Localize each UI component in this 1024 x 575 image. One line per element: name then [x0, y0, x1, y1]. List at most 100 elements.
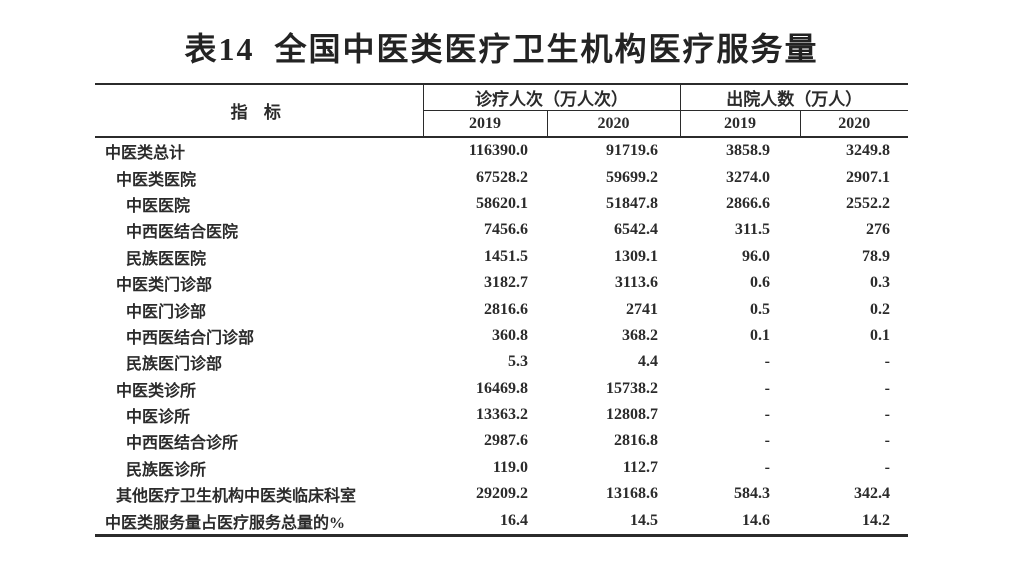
value-cell-visits-2019: 5.3 [508, 353, 528, 371]
value-cell-visits-2020: 13168.6 [606, 485, 658, 503]
table-row: 其他医疗卫生机构中医类临床科室 29209.2 13168.6 584.3 34… [95, 481, 908, 507]
value-cell-discharges-2019: 14.6 [742, 511, 770, 529]
value-cell-discharges-2019: 3858.9 [726, 142, 770, 160]
indicator-cell: 中医类诊所 [116, 382, 197, 400]
table-row: 中医门诊部 2816.6 2741 0.5 0.2 [95, 296, 908, 322]
value-cell-visits-2019: 58620.1 [476, 194, 528, 212]
value-cell-discharges-2020: 0.1 [870, 326, 890, 344]
value-cell-visits-2019: 116390.0 [468, 142, 528, 160]
indicator-cell: 中医诊所 [126, 409, 191, 427]
tcm-services-table: 指 标 诊疗人次（万人次） 出院人数（万人） 2019 2020 2019 20… [95, 83, 908, 537]
value-cell-visits-2019: 16.4 [500, 511, 528, 529]
indicator-cell: 中西医结合门诊部 [126, 329, 255, 347]
value-cell-visits-2020: 12808.7 [606, 406, 658, 424]
value-cell-discharges-2019: 96.0 [742, 247, 770, 265]
value-cell-discharges-2019: 3274.0 [726, 168, 770, 186]
table-body: 中医类总计 116390.0 91719.6 3858.9 3249.8 中医类… [95, 137, 908, 535]
value-cell-discharges-2020: 0.2 [870, 300, 890, 318]
group-header-row: 指 标 诊疗人次（万人次） 出院人数（万人） [95, 84, 908, 138]
table-title: 表14 全国中医类医疗卫生机构医疗服务量 [184, 31, 819, 67]
value-cell-visits-2019: 67528.2 [476, 168, 528, 186]
table-row: 中医类门诊部 3182.7 3113.6 0.6 0.3 [95, 270, 908, 296]
value-cell-discharges-2020: 0.3 [870, 274, 890, 292]
value-cell-discharges-2019: - [764, 353, 770, 371]
indicator-cell: 中医类服务量占医疗服务总量的% [105, 514, 346, 532]
group-header-discharges: 出院人数（万人） [680, 84, 908, 111]
value-cell-visits-2019: 2816.6 [484, 300, 528, 318]
value-cell-discharges-2020: - [884, 432, 890, 450]
indicator-cell: 中医类医院 [116, 171, 197, 189]
value-cell-discharges-2019: - [764, 379, 770, 397]
value-cell-discharges-2019: 0.1 [750, 326, 770, 344]
value-cell-discharges-2019: 311.5 [734, 221, 770, 239]
value-cell-visits-2020: 4.4 [638, 353, 658, 371]
year-header-visits-2020: 2020 [547, 110, 681, 138]
table-row: 中西医结合诊所 2987.6 2816.8 - - [95, 428, 908, 454]
indicator-cell: 民族医医院 [126, 250, 207, 268]
value-cell-discharges-2020: - [884, 458, 890, 476]
value-cell-visits-2020: 3113.6 [614, 274, 658, 292]
value-cell-discharges-2020: 2907.1 [846, 168, 890, 186]
value-cell-discharges-2019: - [764, 406, 770, 424]
indicator-cell: 中医类总计 [105, 145, 186, 163]
value-cell-discharges-2019: 0.6 [750, 274, 770, 292]
value-cell-visits-2020: 91719.6 [606, 142, 658, 160]
value-cell-visits-2019: 360.8 [492, 326, 528, 344]
indicator-cell: 中医类门诊部 [116, 277, 213, 295]
table-row: 民族医门诊部 5.3 4.4 - - [95, 349, 908, 375]
value-cell-visits-2020: 2816.8 [614, 432, 658, 450]
table-row: 中医类服务量占医疗服务总量的% 16.4 14.5 14.6 14.2 [95, 507, 908, 535]
value-cell-discharges-2020: 14.2 [862, 511, 890, 529]
indicator-cell: 中医医院 [126, 197, 191, 215]
table-row: 民族医医院 1451.5 1309.1 96.0 78.9 [95, 244, 908, 270]
value-cell-visits-2019: 1451.5 [484, 247, 528, 265]
value-cell-visits-2019: 13363.2 [476, 406, 528, 424]
value-cell-discharges-2020: 342.4 [854, 485, 890, 503]
year-header-row: 2019 2020 2019 2020 [95, 110, 908, 138]
indicator-cell: 其他医疗卫生机构中医类临床科室 [116, 488, 357, 506]
table-row: 中医类诊所 16469.8 15738.2 - - [95, 376, 908, 402]
value-cell-discharges-2019: - [764, 458, 770, 476]
indicator-cell: 中医门诊部 [126, 303, 207, 321]
value-cell-discharges-2020: 3249.8 [846, 142, 890, 160]
year-header-discharges-2020: 2020 [800, 110, 908, 138]
value-cell-visits-2020: 2741 [626, 300, 658, 318]
value-cell-discharges-2019: 0.5 [750, 300, 770, 318]
value-cell-visits-2020: 112.7 [622, 458, 658, 476]
indicator-cell: 民族医门诊部 [126, 356, 223, 374]
indicator-cell: 民族医诊所 [126, 461, 207, 479]
value-cell-visits-2020: 6542.4 [614, 221, 658, 239]
value-cell-discharges-2020: 2552.2 [846, 194, 890, 212]
document-page: 表14 全国中医类医疗卫生机构医疗服务量 指 标 诊疗人次（万人次） 出院人数（… [95, 0, 908, 537]
indicator-cell: 中西医结合医院 [126, 224, 239, 242]
group-header-visits: 诊疗人次（万人次） [423, 84, 681, 111]
table-row: 中医诊所 13363.2 12808.7 - - [95, 402, 908, 428]
value-cell-visits-2019: 3182.7 [484, 274, 528, 292]
value-cell-visits-2019: 119.0 [492, 458, 528, 476]
value-cell-discharges-2020: - [884, 406, 890, 424]
indicator-column-header: 指 标 [95, 84, 424, 138]
value-cell-discharges-2020: 78.9 [862, 247, 890, 265]
value-cell-discharges-2019: 584.3 [734, 485, 770, 503]
table-row: 中西医结合医院 7456.6 6542.4 311.5 276 [95, 217, 908, 243]
value-cell-discharges-2019: 2866.6 [726, 194, 770, 212]
value-cell-visits-2020: 14.5 [630, 511, 658, 529]
value-cell-visits-2020: 51847.8 [606, 194, 658, 212]
value-cell-visits-2020: 15738.2 [606, 379, 658, 397]
table-row: 中医类总计 116390.0 91719.6 3858.9 3249.8 [95, 137, 908, 164]
table-row: 中医医院 58620.1 51847.8 2866.6 2552.2 [95, 191, 908, 217]
value-cell-visits-2019: 7456.6 [484, 221, 528, 239]
value-cell-visits-2020: 59699.2 [606, 168, 658, 186]
value-cell-visits-2019: 2987.6 [484, 432, 528, 450]
table-row: 中医类医院 67528.2 59699.2 3274.0 2907.1 [95, 164, 908, 190]
value-cell-visits-2020: 1309.1 [614, 247, 658, 265]
value-cell-visits-2019: 16469.8 [476, 379, 528, 397]
value-cell-visits-2020: 368.2 [622, 326, 658, 344]
table-row: 民族医诊所 119.0 112.7 - - [95, 455, 908, 481]
year-header-visits-2019: 2019 [423, 110, 548, 138]
indicator-cell: 中西医结合诊所 [126, 435, 239, 453]
value-cell-discharges-2019: - [764, 432, 770, 450]
value-cell-discharges-2020: - [884, 379, 890, 397]
table-header: 指 标 诊疗人次（万人次） 出院人数（万人） 2019 2020 2019 20… [95, 84, 908, 138]
value-cell-visits-2019: 29209.2 [476, 485, 528, 503]
